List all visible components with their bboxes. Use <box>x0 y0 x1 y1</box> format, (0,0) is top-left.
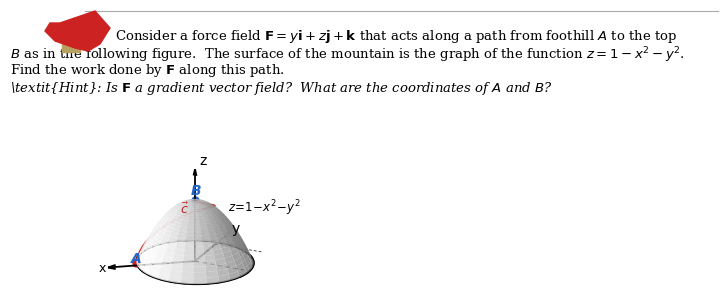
Text: $B$ as in the following figure.  The surface of the mountain is the graph of the: $B$ as in the following figure. The surf… <box>10 45 685 65</box>
Bar <box>62 44 80 52</box>
Text: Find the work done by $\mathbf{F}$ along this path.: Find the work done by $\mathbf{F}$ along… <box>10 62 284 79</box>
Text: \textit{Hint}: Is $\mathbf{F}$ a gradient vector field?  What are the coordinate: \textit{Hint}: Is $\mathbf{F}$ a gradien… <box>10 80 552 97</box>
Polygon shape <box>45 11 110 51</box>
Text: Consider a force field $\mathbf{F} = y\mathbf{i}+z\mathbf{j}+\mathbf{k}$ that ac: Consider a force field $\mathbf{F} = y\m… <box>115 28 678 45</box>
